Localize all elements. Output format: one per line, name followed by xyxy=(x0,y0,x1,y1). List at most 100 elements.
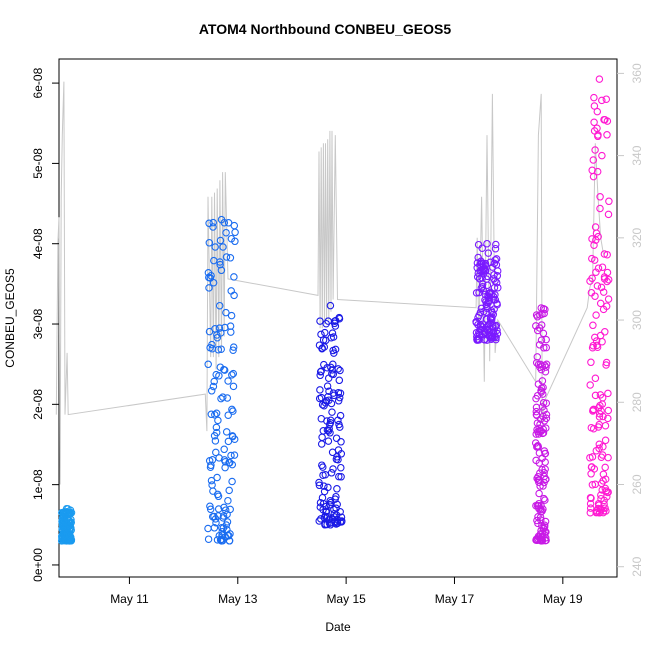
data-point xyxy=(591,391,600,400)
data-point xyxy=(213,333,222,342)
data-point xyxy=(320,343,329,351)
x-tick-label: May 17 xyxy=(435,592,475,606)
data-point xyxy=(334,455,342,464)
data-point xyxy=(542,475,550,483)
data-point xyxy=(337,473,345,481)
data-point xyxy=(222,308,230,317)
data-point xyxy=(590,102,599,110)
data-point xyxy=(539,329,548,338)
data-point xyxy=(604,210,613,219)
data-point xyxy=(537,388,546,396)
data-point xyxy=(62,537,71,545)
data-point xyxy=(602,487,611,495)
data-point xyxy=(533,353,542,361)
x-axis-label: Date xyxy=(325,620,351,634)
data-point xyxy=(319,463,327,471)
data-point xyxy=(483,304,491,313)
data-point xyxy=(323,382,332,390)
data-point xyxy=(491,256,499,264)
data-point xyxy=(483,272,492,281)
data-point xyxy=(209,223,217,231)
data-point xyxy=(491,244,500,253)
data-point xyxy=(224,377,232,385)
data-point xyxy=(227,328,235,336)
data-point xyxy=(539,383,547,392)
x-tick-label: May 15 xyxy=(326,592,366,606)
data-point xyxy=(337,513,346,521)
data-point xyxy=(587,494,595,503)
data-point xyxy=(224,437,233,446)
data-point xyxy=(588,481,597,489)
y-axis-label: CONBEU_GEOS5 xyxy=(3,268,17,368)
data-point xyxy=(601,421,610,430)
data-point xyxy=(229,343,238,351)
data-point xyxy=(318,433,326,442)
data-point xyxy=(328,408,336,416)
data-point xyxy=(217,329,225,337)
data-point xyxy=(494,283,502,292)
y-tick-label: 0e+00 xyxy=(31,548,45,582)
data-point xyxy=(224,219,233,227)
data-point xyxy=(212,423,221,432)
data-point xyxy=(539,505,547,513)
data-point xyxy=(332,492,340,501)
data-point xyxy=(604,414,612,423)
data-point xyxy=(204,535,213,543)
data-point xyxy=(590,256,599,264)
data-point xyxy=(228,460,237,469)
data-point xyxy=(602,358,611,367)
data-point xyxy=(542,424,550,432)
data-point xyxy=(336,366,344,375)
y-right-tick-label: 300 xyxy=(630,310,644,330)
data-point xyxy=(542,536,550,545)
data-point xyxy=(532,407,541,416)
data-point xyxy=(212,448,220,457)
data-point xyxy=(230,435,239,443)
data-point xyxy=(217,345,225,353)
data-point xyxy=(589,424,598,433)
data-point xyxy=(539,482,547,490)
data-point xyxy=(604,389,612,398)
data-point xyxy=(67,526,75,535)
data-point xyxy=(594,264,603,272)
data-point xyxy=(598,337,606,346)
data-point xyxy=(596,299,605,308)
data-point xyxy=(225,531,233,540)
data-point xyxy=(227,311,236,320)
y-right-tick-label: 260 xyxy=(630,474,644,494)
data-point xyxy=(472,289,481,297)
data-point xyxy=(605,197,613,206)
data-point xyxy=(596,331,605,340)
data-point xyxy=(216,258,224,266)
data-point xyxy=(206,502,214,511)
data-point xyxy=(228,405,236,414)
data-point xyxy=(542,410,551,419)
data-point xyxy=(592,311,600,319)
data-point xyxy=(588,274,596,283)
data-point xyxy=(491,291,499,299)
data-point xyxy=(210,524,219,532)
y-tick-label: 3e-08 xyxy=(31,308,45,339)
data-point xyxy=(590,93,598,102)
altitude-line xyxy=(55,81,604,485)
data-point xyxy=(204,524,212,533)
data-point xyxy=(334,397,343,405)
data-point xyxy=(315,517,323,525)
data-point xyxy=(491,296,500,304)
data-point xyxy=(590,465,599,473)
y-right-tick-label: 320 xyxy=(630,228,644,248)
x-tick-label: May 11 xyxy=(110,592,149,606)
y-right-tick-label: 280 xyxy=(630,392,644,412)
data-point xyxy=(213,473,221,482)
data-point xyxy=(217,215,226,224)
data-point xyxy=(493,329,502,338)
data-points-layer xyxy=(57,75,613,545)
data-point xyxy=(215,301,224,310)
data-point xyxy=(600,500,608,508)
data-point xyxy=(484,249,493,257)
data-point xyxy=(219,393,227,401)
data-point xyxy=(337,450,346,458)
data-point xyxy=(603,131,611,139)
data-point xyxy=(539,398,548,407)
data-point xyxy=(67,509,76,517)
